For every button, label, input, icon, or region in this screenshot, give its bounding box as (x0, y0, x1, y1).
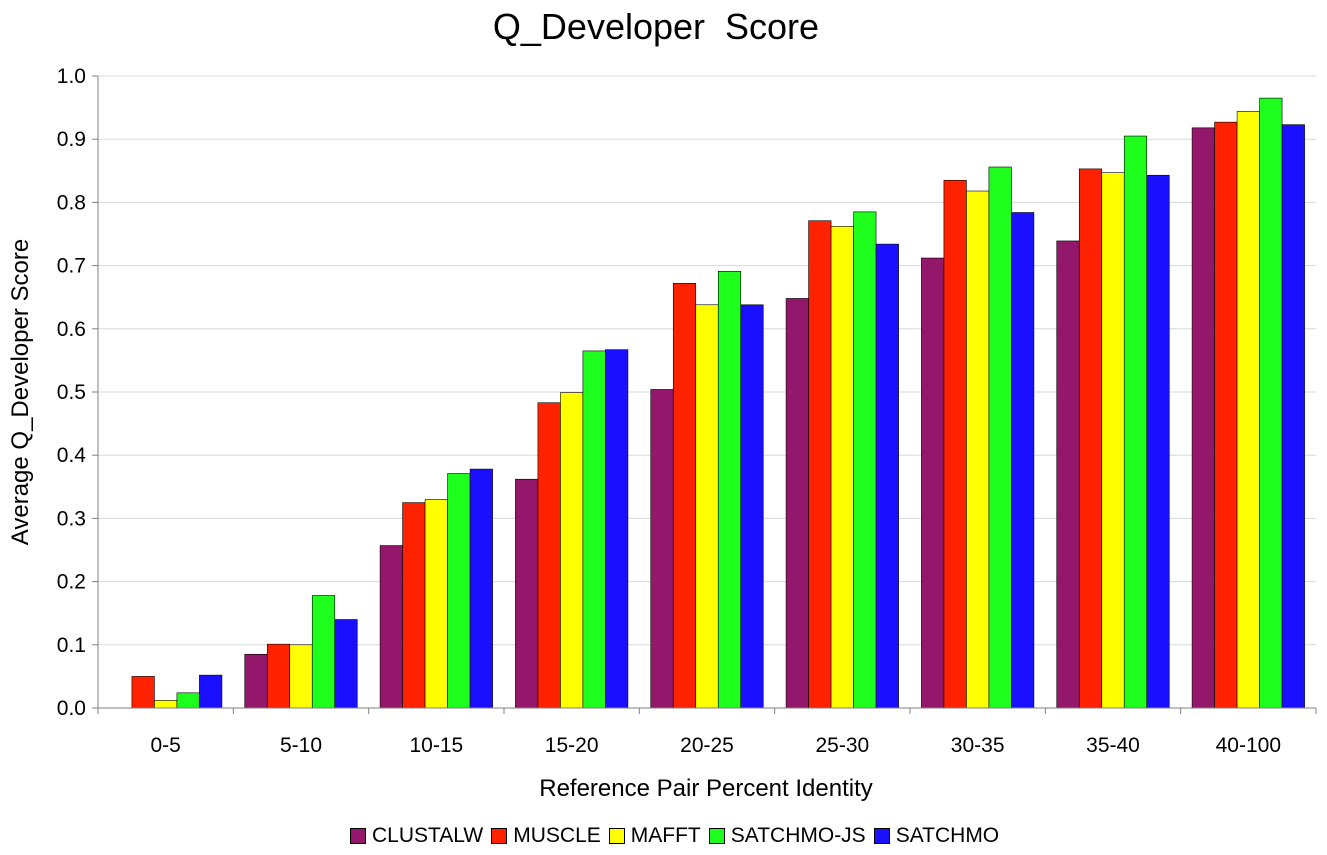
x-axis-title: Reference Pair Percent Identity (539, 775, 873, 802)
bar-muscle-20-25 (672, 282, 697, 709)
bar-satchmo-0-5 (199, 674, 223, 709)
x-tick-label: 40-100 (1216, 734, 1281, 757)
bar-muscle-15-20 (537, 402, 561, 709)
y-tick-label: 0.1 (57, 634, 86, 657)
bar-satchmo-25-30 (875, 243, 899, 709)
bar-satchmo-js-20-25 (717, 270, 742, 709)
bar-satchmo-15-20 (605, 349, 629, 709)
bars (131, 97, 1305, 709)
y-axis-title: Average Q_Developer Score (7, 239, 34, 545)
legend-label: MUSCLE (513, 824, 601, 847)
x-tick-label: 35-40 (1086, 734, 1140, 757)
bar-satchmo-js-5-10 (311, 595, 336, 709)
legend-swatch (708, 828, 725, 844)
y-tick-label: 0.9 (57, 128, 86, 151)
bar-clustalw-35-40 (1056, 240, 1080, 709)
bar-clustalw-15-20 (515, 478, 539, 709)
bar-mafft-0-5 (154, 700, 178, 709)
legend-swatch (491, 828, 508, 844)
bar-muscle-25-30 (808, 220, 832, 709)
bar-muscle-10-15 (402, 502, 426, 709)
bar-muscle-30-35 (943, 179, 967, 709)
bar-satchmo-5-10 (334, 619, 358, 709)
legend: CLUSTALW MUSCLE MAFFT SATCHMO-JS SATCHMO (350, 822, 1007, 850)
bar-satchmo-js-0-5 (176, 692, 200, 709)
y-tick-label: 0.6 (57, 318, 86, 341)
y-tick-label: 0.5 (57, 381, 86, 404)
legend-swatch (350, 828, 366, 844)
bar-clustalw-5-10 (244, 653, 268, 709)
bar-satchmo-js-15-20 (582, 350, 606, 709)
bar-clustalw-10-15 (379, 545, 403, 709)
bar-mafft-40-100 (1236, 111, 1260, 709)
y-tick-label: 0.2 (57, 571, 86, 594)
legend-swatch (608, 828, 625, 844)
bar-mafft-5-10 (289, 644, 313, 709)
y-tick-label: 0.3 (57, 507, 86, 530)
x-tick-label: 5-10 (280, 734, 322, 757)
bar-satchmo-30-35 (1011, 212, 1035, 709)
legend-label: SATCHMO-JS (730, 824, 866, 847)
y-tick-label: 0.0 (57, 697, 86, 720)
bar-muscle-40-100 (1214, 121, 1238, 709)
y-tick-label: 0.7 (57, 255, 86, 278)
bar-satchmo-35-40 (1146, 174, 1170, 709)
x-tick-labels: 0-5 5-10 10-15 15-20 20-25 25-30 30-35 35-40 40-… (150, 734, 1281, 757)
bar-clustalw-40-100 (1191, 127, 1215, 709)
legend-item: CLUSTALW (350, 824, 483, 848)
legend-item: SATCHMO (873, 824, 1000, 848)
legend-item: SATCHMO-JS (708, 824, 866, 848)
bar-mafft-35-40 (1101, 172, 1125, 709)
bar-satchmo-js-40-100 (1259, 97, 1283, 709)
bar-satchmo-js-30-35 (988, 166, 1012, 709)
y-tick-labels: 0.0 0.1 0.2 0.3 0.4 0.5 0.6 0.7 0.8 0.9 1.0 (57, 65, 87, 720)
x-tick-label: 25-30 (815, 734, 869, 757)
bar-satchmo-js-25-30 (853, 211, 877, 709)
bar-muscle-35-40 (1078, 168, 1103, 709)
bar-satchmo-40-100 (1281, 124, 1305, 709)
x-tick-label: 0-5 (150, 734, 180, 757)
bar-satchmo-10-15 (469, 468, 493, 709)
chart-title: Q_Developer Score (492, 6, 820, 47)
x-tick-label: 15-20 (545, 734, 599, 757)
x-tick-label: 20-25 (680, 734, 734, 757)
y-tick-label: 0.8 (57, 191, 86, 214)
axes (92, 75, 1317, 714)
legend-item: MUSCLE (491, 824, 601, 848)
x-tick-label: 30-35 (951, 734, 1005, 757)
y-tick-label: 0.4 (57, 444, 87, 467)
bar-satchmo-20-25 (740, 304, 764, 709)
bar-mafft-10-15 (424, 499, 448, 709)
bar-muscle-0-5 (131, 676, 155, 709)
x-tick-label: 10-15 (409, 734, 463, 757)
bar-clustalw-20-25 (650, 389, 674, 709)
legend-item: MAFFT (608, 824, 701, 848)
legend-label: CLUSTALW (372, 824, 484, 847)
legend-swatch (873, 828, 890, 844)
bar-mafft-30-35 (966, 190, 990, 709)
legend-label: MAFFT (630, 824, 701, 847)
legend-label: SATCHMO (895, 824, 1000, 847)
bar-mafft-15-20 (560, 392, 584, 709)
bar-mafft-25-30 (830, 226, 854, 709)
bar-mafft-20-25 (695, 304, 719, 709)
bar-clustalw-30-35 (921, 257, 945, 709)
bar-satchmo-js-10-15 (447, 473, 471, 709)
bar-muscle-5-10 (266, 643, 291, 709)
y-tick-label: 1.0 (57, 65, 86, 88)
bar-clustalw-25-30 (785, 298, 809, 709)
bar-satchmo-js-35-40 (1123, 135, 1148, 709)
